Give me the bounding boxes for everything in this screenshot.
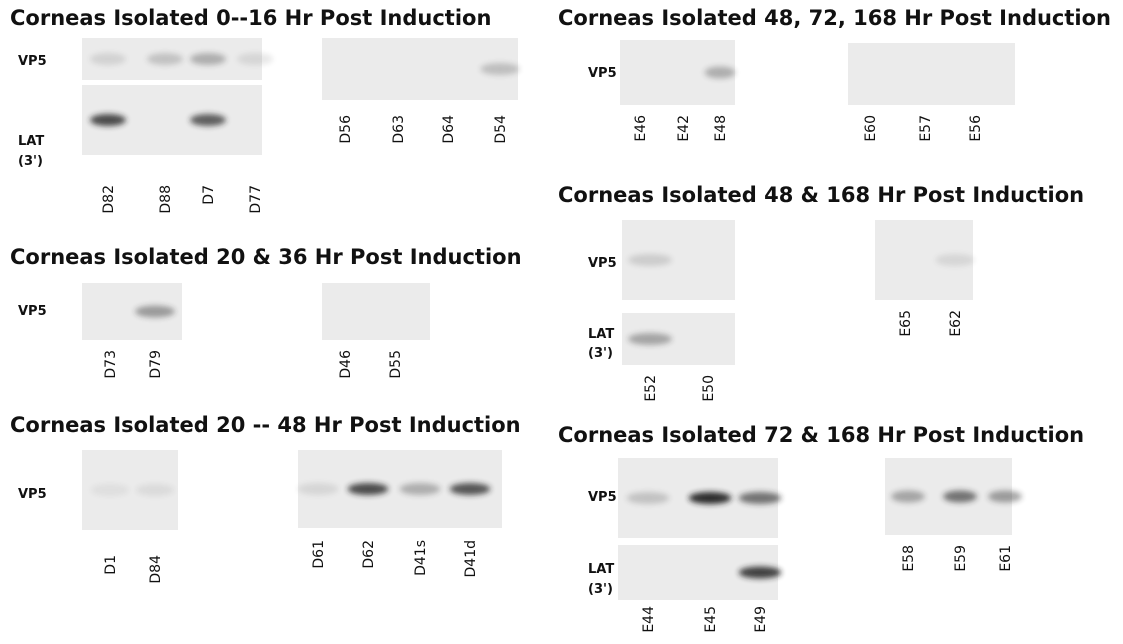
lane-label: D82 [101,185,117,214]
lane-label: D46 [338,350,354,379]
lane-label: D62 [361,540,377,569]
lane-label: D56 [338,115,354,144]
panel-title: Corneas Isolated 48, 72, 168 Hr Post Ind… [558,6,1111,30]
panel: Corneas Isolated 72 & 168 Hr Post Induct… [558,423,1084,633]
row-label: LAT [18,134,44,149]
band [400,483,441,495]
band [136,484,174,496]
lane-label: D41d [463,540,479,577]
lane-label: D88 [158,185,174,214]
row-label: VP5 [588,256,617,271]
lane-label: D64 [441,115,457,144]
row-label: (3') [588,582,613,597]
row-label: LAT [588,562,614,577]
lane-label: D54 [493,115,509,144]
row-label: VP5 [18,487,47,502]
panel-title: Corneas Isolated 20 & 36 Hr Post Inducti… [10,245,522,269]
band [739,492,782,504]
row-label: VP5 [18,54,47,69]
band [190,53,226,65]
band [190,114,226,126]
band [90,114,126,126]
panel-title: Corneas Isolated 0--16 Hr Post Induction [10,6,491,30]
band [628,333,672,345]
band [627,492,670,504]
lane-label: E59 [953,545,969,572]
lane-label: D84 [148,555,164,584]
lane-label: E45 [703,606,719,633]
blot-strip [322,283,430,340]
row-label: VP5 [18,304,47,319]
lane-label: D1 [103,555,119,575]
lane-label: E42 [676,115,692,142]
row-label: VP5 [588,66,617,81]
lane-label: E62 [948,310,964,337]
panel-title: Corneas Isolated 48 & 168 Hr Post Induct… [558,183,1084,207]
band [739,567,782,579]
panel: Corneas Isolated 48, 72, 168 Hr Post Ind… [558,6,1111,142]
band [348,483,389,495]
panel-title: Corneas Isolated 72 & 168 Hr Post Induct… [558,423,1084,447]
band [689,492,732,504]
row-label: VP5 [588,490,617,505]
band [988,491,1022,503]
panel: Corneas Isolated 0--16 Hr Post Induction… [10,6,520,214]
lane-label: E57 [918,115,934,142]
band [91,484,129,496]
row-label: (3') [18,154,43,169]
lane-label: E61 [998,545,1014,572]
lane-label: E56 [968,115,984,142]
lane-label: E60 [863,115,879,142]
lane-label: D77 [248,185,264,214]
lane-label: E44 [641,606,657,633]
lane-label: E65 [898,310,914,337]
band [237,53,273,65]
panel: Corneas Isolated 20 & 36 Hr Post Inducti… [10,245,522,379]
band [135,306,175,318]
band [935,254,974,266]
panel: Corneas Isolated 48 & 168 Hr Post Induct… [558,183,1084,402]
lane-label: D61 [311,540,327,569]
lane-label: D79 [148,350,164,379]
lane-label: D7 [201,185,217,205]
row-label: (3') [588,346,613,361]
lane-label: E48 [713,115,729,142]
lane-label: E58 [901,545,917,572]
lane-label: E46 [633,115,649,142]
lane-label: E52 [643,375,659,402]
band [450,483,491,495]
band [298,483,339,495]
figure: Corneas Isolated 0--16 Hr Post Induction… [0,0,1123,644]
band [705,67,736,79]
lane-label: D55 [388,350,404,379]
band [943,491,977,503]
lane-label: D41s [413,540,429,576]
lane-label: D63 [391,115,407,144]
band [628,254,672,266]
row-label: LAT [588,327,614,342]
lane-label: E49 [753,606,769,633]
panel: Corneas Isolated 20 -- 48 Hr Post Induct… [10,413,521,584]
band [90,53,126,65]
panel-title: Corneas Isolated 20 -- 48 Hr Post Induct… [10,413,521,437]
blot-strip [848,43,1015,105]
band [480,63,519,75]
lane-label: D73 [103,350,119,379]
band [891,491,925,503]
lane-label: E50 [701,375,717,402]
band [147,53,183,65]
